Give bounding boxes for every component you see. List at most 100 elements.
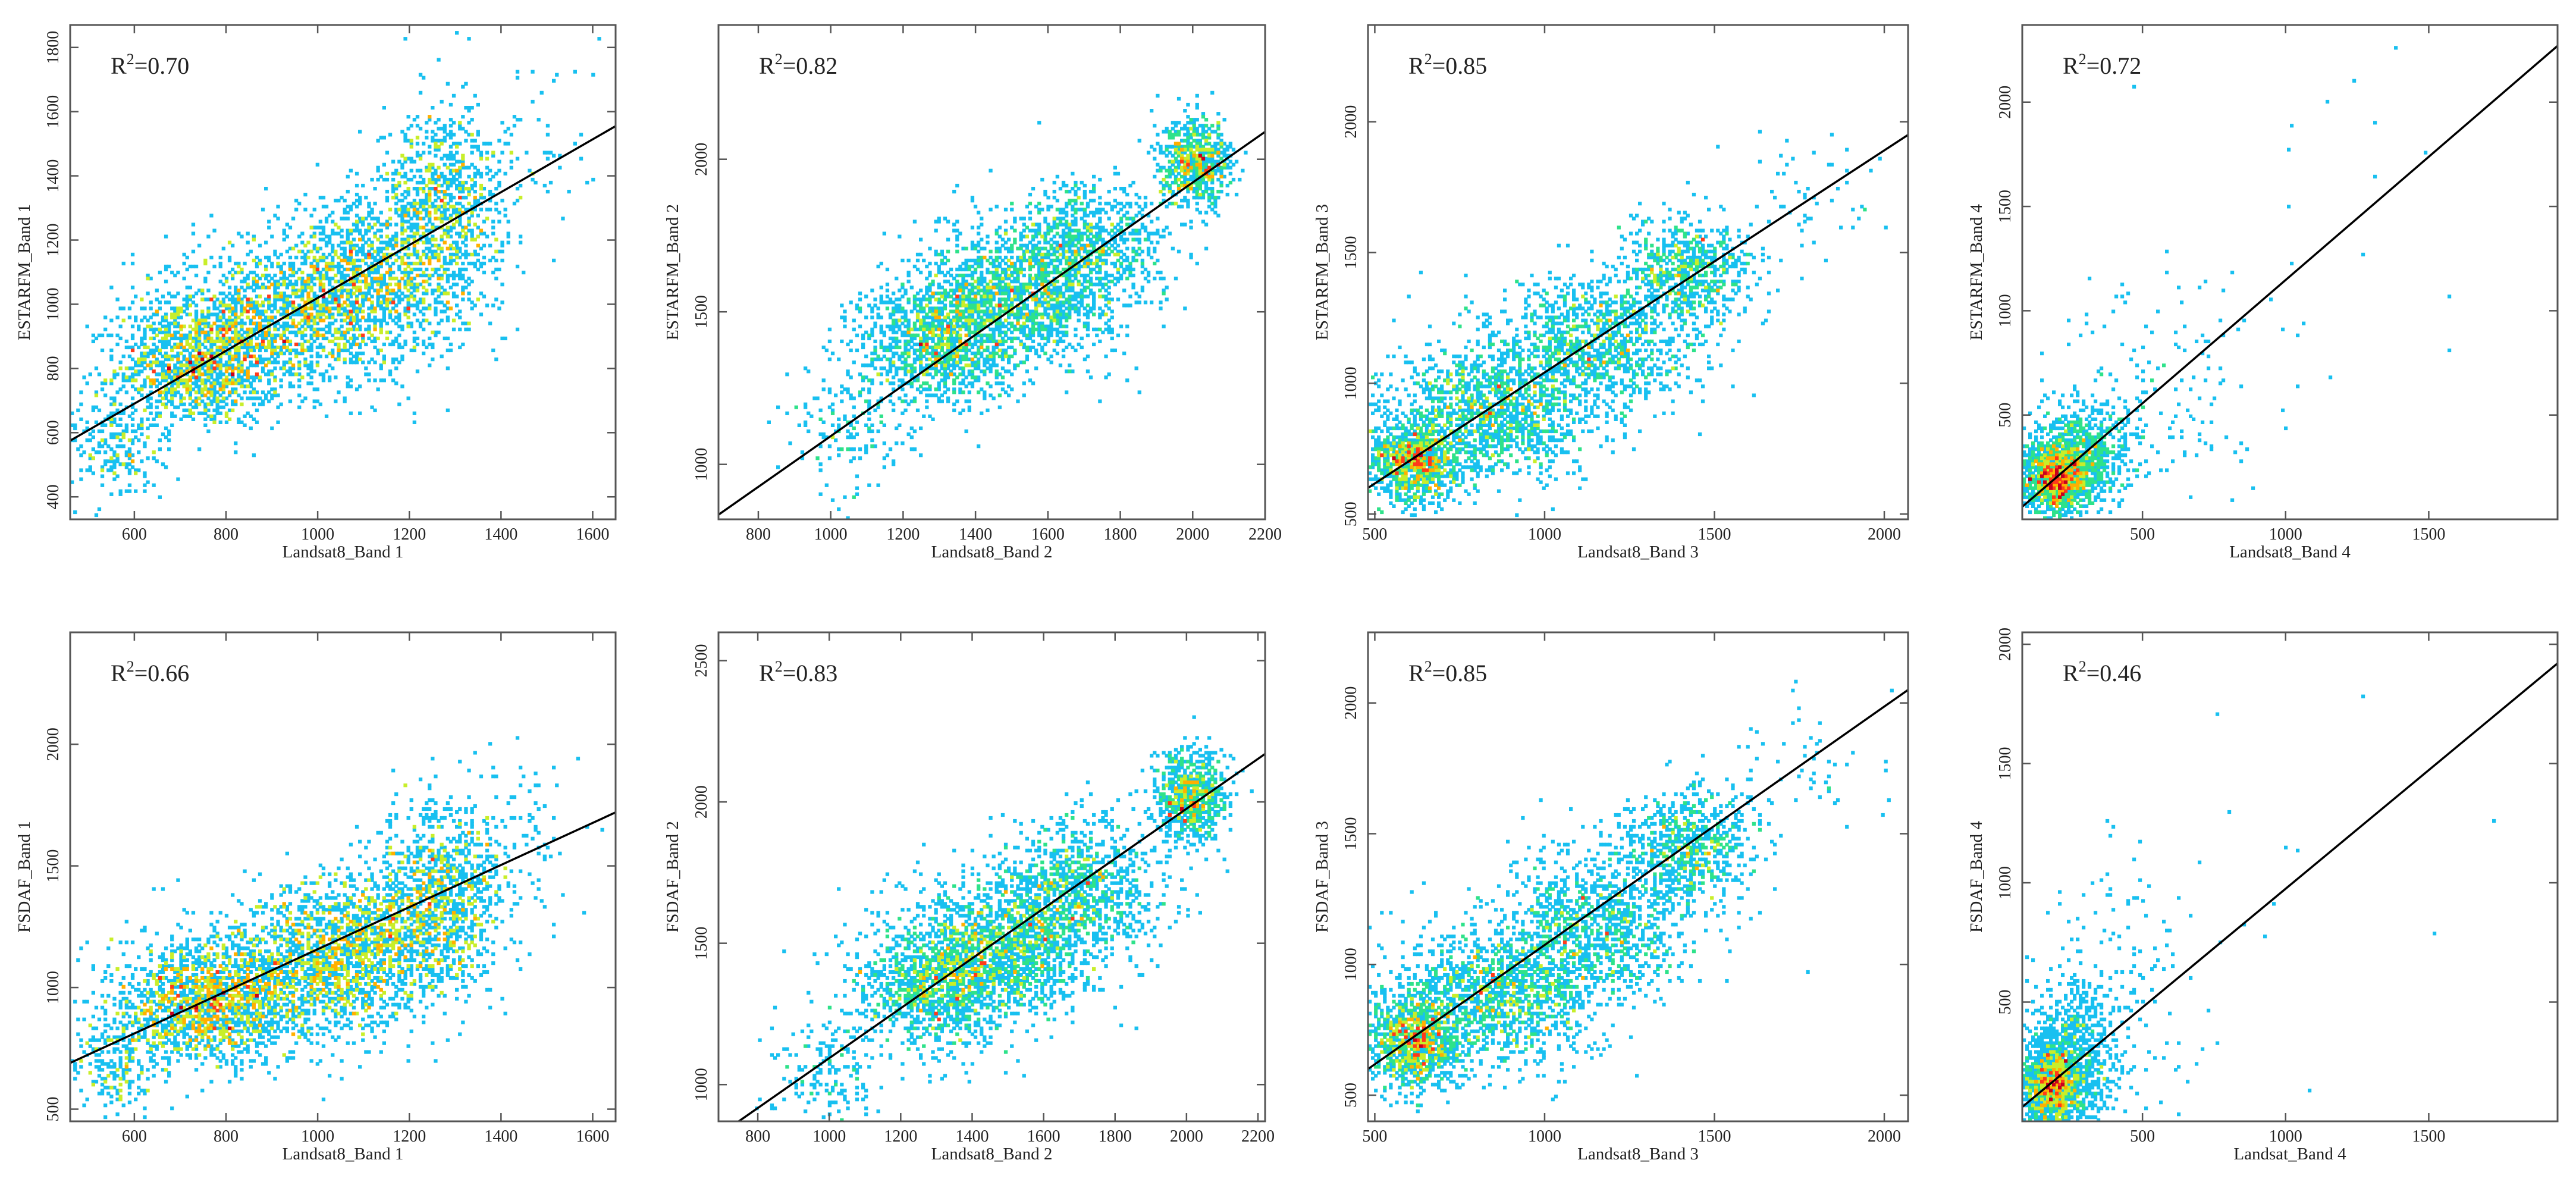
point <box>1040 300 1044 305</box>
point <box>176 360 180 365</box>
point <box>100 333 105 337</box>
point <box>1071 214 1075 218</box>
point <box>418 202 423 206</box>
point <box>282 228 286 233</box>
point <box>288 294 293 299</box>
point <box>364 318 368 322</box>
point <box>403 208 407 212</box>
point <box>1146 234 1151 239</box>
point <box>173 375 177 380</box>
point <box>282 372 286 377</box>
point <box>91 429 95 434</box>
point <box>973 261 978 266</box>
point <box>422 199 426 203</box>
point <box>1143 300 1148 305</box>
point <box>252 375 256 380</box>
point <box>445 217 450 221</box>
point <box>1013 271 1017 275</box>
point <box>1074 327 1078 331</box>
point <box>958 355 962 359</box>
point <box>440 318 444 322</box>
point <box>109 417 114 421</box>
point <box>185 360 189 365</box>
point <box>234 261 238 266</box>
point <box>276 283 280 287</box>
point <box>361 291 365 296</box>
point <box>346 240 350 244</box>
point <box>986 336 990 340</box>
point <box>173 274 177 278</box>
point <box>406 261 410 266</box>
point <box>937 271 941 275</box>
point <box>343 255 347 259</box>
point <box>937 369 941 374</box>
point <box>391 360 396 365</box>
point <box>967 300 971 305</box>
point <box>358 258 362 262</box>
point <box>176 358 180 362</box>
point <box>130 333 135 337</box>
point <box>352 342 356 347</box>
point <box>276 405 280 409</box>
point <box>892 355 896 359</box>
point <box>1092 297 1096 302</box>
point <box>273 393 277 397</box>
point <box>328 300 332 305</box>
point <box>243 280 247 284</box>
point <box>328 352 332 356</box>
point <box>182 396 186 400</box>
point <box>140 426 144 431</box>
point <box>879 286 883 290</box>
point <box>451 177 456 182</box>
point <box>403 196 407 200</box>
point <box>391 378 396 382</box>
point <box>434 133 438 137</box>
point <box>1131 267 1135 272</box>
point <box>1088 240 1093 244</box>
point <box>406 252 410 256</box>
point <box>318 345 322 350</box>
point <box>934 393 938 397</box>
point <box>288 303 293 308</box>
point <box>209 384 214 388</box>
point <box>173 330 177 334</box>
point <box>149 300 153 305</box>
point <box>170 378 174 382</box>
point <box>376 217 380 221</box>
point <box>300 342 305 347</box>
point <box>264 333 268 337</box>
point <box>234 390 238 394</box>
point <box>167 355 171 359</box>
point <box>400 258 404 262</box>
point <box>1019 360 1023 365</box>
point <box>264 363 268 368</box>
point <box>997 289 1002 293</box>
point <box>428 118 432 122</box>
point <box>1043 220 1047 224</box>
point <box>249 426 253 431</box>
point <box>997 274 1002 278</box>
point <box>364 240 368 244</box>
point <box>470 187 474 191</box>
point <box>479 171 484 175</box>
point <box>479 151 484 155</box>
point <box>70 480 74 484</box>
point <box>428 220 432 224</box>
point <box>443 177 447 182</box>
point <box>434 255 438 259</box>
point <box>428 255 432 259</box>
point <box>349 345 353 350</box>
point <box>161 375 165 380</box>
point <box>203 423 208 427</box>
point <box>937 286 941 290</box>
point <box>191 348 196 353</box>
point <box>334 375 338 380</box>
point <box>354 267 359 272</box>
point <box>321 336 326 340</box>
point <box>221 321 225 325</box>
point <box>358 249 362 253</box>
point <box>331 243 335 247</box>
point <box>106 444 111 449</box>
point <box>306 283 310 287</box>
point <box>337 312 341 316</box>
